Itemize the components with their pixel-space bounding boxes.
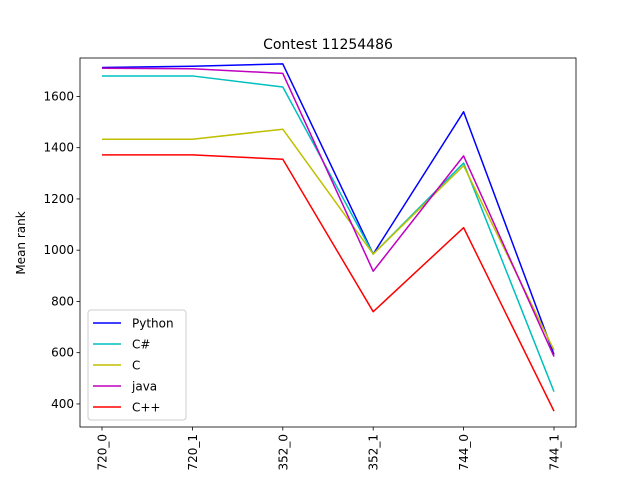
y-tick-label: 1600 <box>43 89 74 103</box>
x-tick-label: 744_1 <box>548 434 562 471</box>
x-tick-label: 352_1 <box>367 434 381 471</box>
series-line-python-0 <box>101 63 555 355</box>
series-line-c-4 <box>102 154 555 412</box>
x-tick-label: 352_0 <box>276 434 290 471</box>
axes-layer: 400 600 800 1000 1200 1400 1600 720_0 720_1 352_0… <box>43 57 577 471</box>
legend-label: java <box>131 380 157 394</box>
legend-label: Python <box>132 317 174 331</box>
legend-label: C <box>132 359 140 373</box>
y-tick-label: 1000 <box>43 243 74 257</box>
y-tick-label: 400 <box>51 397 74 411</box>
chart-title: Contest 11254486 <box>263 37 393 53</box>
y-tick-label: 1200 <box>43 192 74 206</box>
legend-label: C++ <box>132 401 161 415</box>
y-tick-label: 1400 <box>43 141 74 155</box>
series-layer <box>101 63 555 412</box>
legend-label: C# <box>132 338 150 352</box>
x-tick-label: 720_1 <box>186 434 200 471</box>
x-tick-label: 720_0 <box>96 434 110 471</box>
plot-frame <box>79 57 577 428</box>
y-tick-label: 800 <box>51 294 74 308</box>
series-line-java-3 <box>101 67 555 357</box>
legend-box <box>87 309 187 421</box>
y-axis-label: Mean rank <box>14 211 28 274</box>
x-tick-label: 744_0 <box>457 434 471 471</box>
y-tick-label: 600 <box>51 346 74 360</box>
series-line-c-2 <box>102 128 555 351</box>
